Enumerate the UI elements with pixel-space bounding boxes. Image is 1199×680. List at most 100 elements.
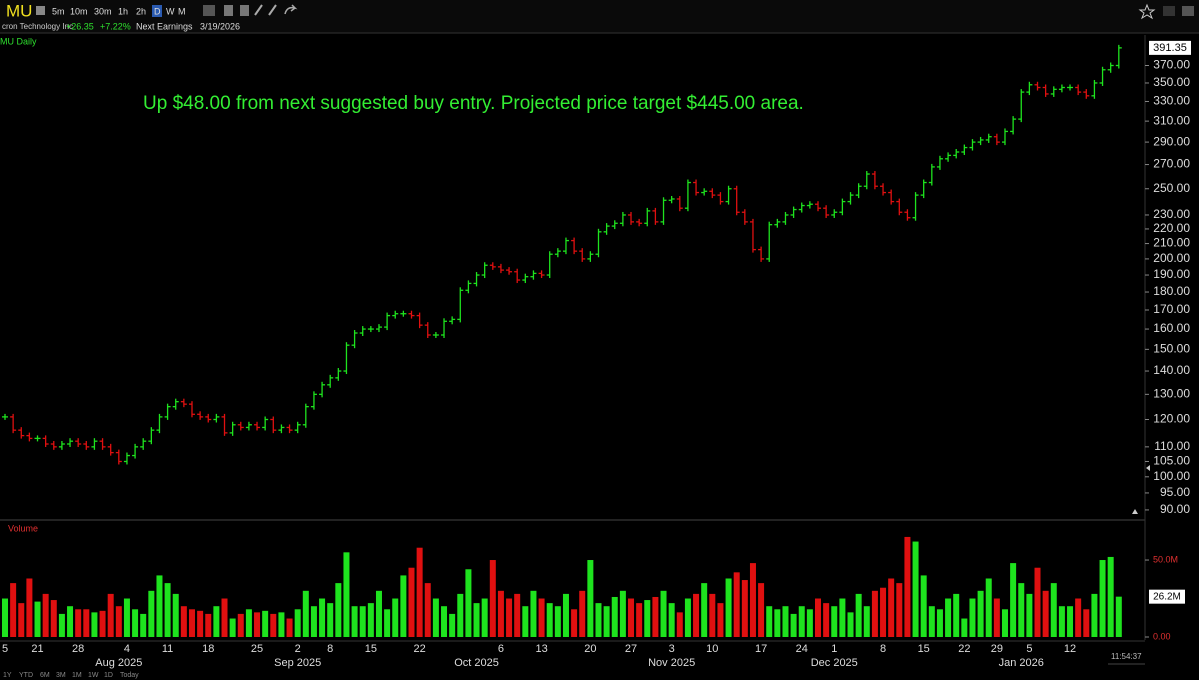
- volume-bar: [441, 606, 448, 637]
- volume-bar: [595, 603, 602, 637]
- volume-bar: [782, 606, 789, 637]
- range-button[interactable]: 1M: [72, 672, 82, 679]
- timeframe-button[interactable]: D: [154, 6, 161, 16]
- x-tick-label: 6: [498, 643, 504, 655]
- volume-bar: [416, 547, 423, 637]
- timeframe-button[interactable]: 2h: [136, 6, 146, 16]
- volume-bar: [367, 603, 374, 637]
- timeframe-button[interactable]: 30m: [94, 6, 112, 16]
- volume-bar: [985, 578, 992, 637]
- range-button[interactable]: YTD: [19, 672, 33, 679]
- x-tick-label: 8: [880, 643, 886, 655]
- timeframes: 5m 10m 30m 1h 2h D W M: [52, 5, 186, 17]
- volume-bar: [351, 606, 358, 637]
- icon[interactable]: [224, 5, 233, 16]
- timeframe-button[interactable]: 10m: [70, 6, 88, 16]
- earnings-label: Next Earnings: [136, 21, 193, 31]
- x-tick-label: 28: [72, 643, 84, 655]
- volume-bar: [10, 583, 17, 637]
- volume-bar: [254, 612, 261, 637]
- volume-bar: [733, 572, 740, 637]
- x-tick-label: 12: [1064, 643, 1076, 655]
- volume-bar: [546, 603, 553, 637]
- icon[interactable]: [203, 5, 215, 16]
- x-month-label: Sep 2025: [274, 657, 321, 669]
- volume-bar: [855, 593, 862, 637]
- icon[interactable]: [240, 5, 249, 16]
- volume-bar: [1099, 560, 1106, 637]
- volume-bar: [465, 569, 472, 637]
- x-tick-label: 22: [958, 643, 970, 655]
- x-tick-label: 29: [991, 643, 1003, 655]
- icon: [36, 6, 45, 15]
- annotation: Up $48.00 from next suggested buy entry.…: [143, 93, 804, 114]
- volume-bar: [221, 598, 228, 637]
- range-button[interactable]: Today: [120, 672, 139, 679]
- y-tick-label: 310.00: [1153, 113, 1190, 127]
- volume-bar: [668, 603, 675, 637]
- volume-bar: [34, 601, 41, 637]
- timeframe-button[interactable]: 5m: [52, 6, 65, 16]
- volume-bar: [424, 583, 431, 637]
- icon[interactable]: [1163, 6, 1175, 16]
- volume-bar: [1067, 606, 1074, 637]
- x-month-label: Oct 2025: [454, 657, 499, 669]
- volume-bar: [26, 578, 33, 637]
- volume-bar: [880, 587, 887, 637]
- x-tick-label: 4: [124, 643, 130, 655]
- volume-bar: [863, 606, 870, 637]
- icon[interactable]: [284, 4, 298, 15]
- range-button[interactable]: 1W: [88, 672, 99, 679]
- volume-bar: [579, 590, 586, 637]
- toolbar: [0, 0, 1199, 33]
- company: cron Technology Inc: [2, 22, 73, 31]
- volume-bar: [912, 541, 919, 637]
- volume-bar: [1091, 593, 1098, 637]
- volume-bar: [1107, 556, 1114, 637]
- volume-bar: [91, 612, 98, 637]
- volume-bar: [58, 613, 65, 637]
- y-tick-label: 130.00: [1153, 387, 1190, 401]
- x-tick-label: 3: [669, 643, 675, 655]
- volume-bar: [384, 609, 391, 637]
- volume-bar: [676, 612, 683, 637]
- icon[interactable]: [254, 4, 263, 16]
- volume-bar: [115, 606, 122, 637]
- volume-bar: [172, 593, 179, 637]
- volume-bar: [611, 596, 618, 637]
- volume-bar: [1034, 567, 1041, 637]
- volume-bar: [50, 600, 57, 637]
- volume-bar: [961, 618, 968, 637]
- volume-tag: [1149, 589, 1185, 604]
- volume-bar: [400, 575, 407, 637]
- volume-bar: [140, 613, 147, 637]
- volume-bar: [335, 583, 342, 637]
- icon[interactable]: [1182, 6, 1194, 16]
- icon[interactable]: [268, 4, 277, 16]
- icon: [1132, 509, 1138, 514]
- timeframe-button[interactable]: M: [178, 6, 186, 16]
- x-tick-label: 15: [918, 643, 930, 655]
- icon[interactable]: [1138, 3, 1156, 20]
- volume-bar: [1026, 593, 1033, 637]
- volume-bar: [741, 580, 748, 637]
- timeframe-button[interactable]: W: [166, 6, 175, 16]
- range-button[interactable]: 1Y: [3, 672, 12, 679]
- volume-bar: [571, 609, 578, 637]
- timeframe-button[interactable]: 1h: [118, 6, 128, 16]
- price-tag-label: 391.35: [1153, 42, 1187, 54]
- y-tick-label: 190.00: [1153, 267, 1190, 281]
- volume-tick-label: 0.00: [1153, 631, 1171, 641]
- x-tick-label: 21: [31, 643, 43, 655]
- volume-bar: [481, 598, 488, 637]
- range-button[interactable]: 6M: [40, 672, 50, 679]
- volume-bar: [42, 593, 49, 637]
- range-button[interactable]: 3M: [56, 672, 66, 679]
- volume-bar: [749, 563, 756, 637]
- volume-bar: [286, 618, 293, 637]
- y-tick-label: 90.00: [1160, 502, 1190, 516]
- range-button[interactable]: 1D: [104, 672, 113, 679]
- volume-bar: [701, 583, 708, 637]
- volume-bar: [1010, 563, 1017, 637]
- volume-bar: [538, 598, 545, 637]
